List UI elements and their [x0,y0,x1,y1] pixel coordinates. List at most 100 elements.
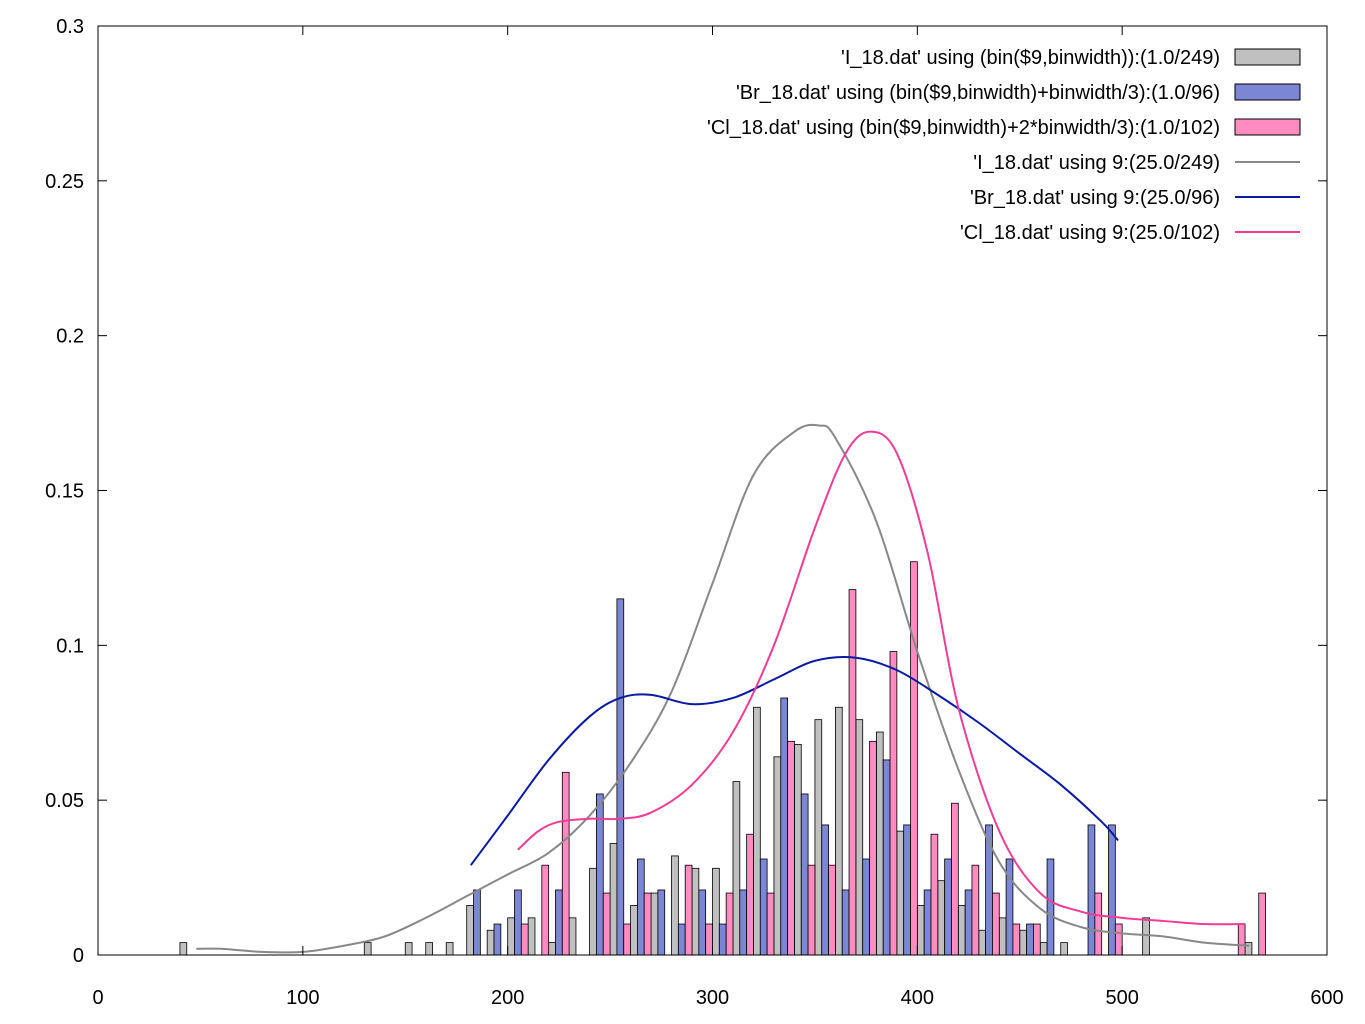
bar-series-3-bin-340 [807,864,816,956]
bar-series-2-bin-410 [944,858,952,956]
legend-swatch-1 [1234,48,1301,66]
bar-series-1-bin-170 [445,942,454,956]
bar-series-2-bin-200 [514,889,522,956]
bar-series-1-bin-180 [466,905,474,956]
bar-series-3-bin-480 [1094,892,1103,956]
bar-series-3-bin-400 [930,833,939,956]
bar-series-2-bin-310 [739,889,748,956]
y-tick-label: 0.15 [45,481,84,503]
bar-series-3-bin-550 [1237,923,1246,956]
legend-label-3: 'Cl_18.dat' using (bin($9,binwidth)+2*bi… [707,117,1220,139]
bar-series-3-bin-560 [1258,892,1266,956]
bar-series-1-bin-460 [1039,942,1048,956]
bar-series-1-bin-190 [486,929,495,956]
bar-series-3-bin-350 [828,864,836,956]
x-tick-label: 500 [1105,987,1138,1009]
x-tick-label: 100 [286,987,319,1009]
bar-series-3-bin-280 [684,864,693,956]
density-line-1 [196,423,1250,954]
bar-series-3-bin-370 [869,740,877,956]
bar-series-3-bin-450 [1033,923,1041,956]
legend-label-4: 'I_18.dat' using 9:(25.0/249) [973,152,1220,174]
bar-series-3-bin-220 [561,771,570,956]
y-tick-label: 0.25 [45,171,84,193]
bar-series-1-bin-280 [671,855,679,956]
bar-series-3-bin-300 [725,892,734,956]
legend-label-1: 'I_18.dat' using (bin($9,binwidth)):(1.0… [841,47,1220,69]
bar-series-1-bin-410 [937,880,946,956]
bar-series-1-bin-160 [425,942,433,956]
bar-series-1-bin-360 [835,706,843,956]
bar-series-1-bin-200 [507,917,515,956]
x-tick-label: 400 [901,987,934,1009]
bar-series-2-bin-390 [903,824,911,956]
bar-series-1-bin-430 [978,929,987,956]
bar-series-3-bin-420 [971,864,980,956]
bar-series-1-bin-250 [609,843,618,956]
bar-series-1-bin-320 [753,706,761,956]
bar-series-1-bin-290 [691,867,700,956]
bar-series-2-bin-270 [657,889,666,956]
bar-series-2-bin-420 [964,889,973,956]
bar-series-3-bin-240 [602,892,611,956]
bar-series-1-bin-510 [1142,917,1150,956]
legend-label-5: 'Br_18.dat' using 9:(25.0/96) [970,187,1220,209]
y-tick-label: 0.1 [56,635,84,657]
bar-series-3-bin-320 [766,892,775,956]
bar-series-2-bin-490 [1108,824,1116,956]
bar-series-3-bin-430 [992,892,1000,956]
bar-series-1-bin-270 [650,892,659,956]
legend-label-2: 'Br_18.dat' using (bin($9,binwidth)+binw… [736,82,1220,104]
bar-series-3-bin-360 [848,589,857,956]
legend-label-6: 'Cl_18.dat' using 9:(25.0/102) [960,222,1220,244]
bar-series-3-bin-330 [787,740,795,956]
bar-series-1-bin-310 [732,781,741,956]
bar-series-2-bin-290 [698,889,707,956]
bar-series-3-bin-200 [520,923,529,956]
histogram-bars [179,561,1266,956]
y-tick-label: 0 [73,945,84,967]
bar-series-2-bin-280 [677,923,686,956]
bar-series-1-bin-450 [1019,929,1027,956]
density-curves [196,423,1250,954]
bar-series-1-bin-230 [568,917,577,956]
bar-series-3-bin-210 [541,864,550,956]
y-tick-label: 0.2 [56,326,84,348]
density-line-3 [517,430,1246,926]
legend-swatch-3 [1234,118,1301,136]
bar-series-2-bin-360 [841,889,850,956]
bar-series-2-bin-400 [923,889,932,956]
y-tick-label: 0.05 [45,790,84,812]
bar-series-3-bin-380 [889,651,898,956]
bar-series-2-bin-260 [636,858,645,956]
bar-series-2-bin-190 [493,923,502,956]
bar-series-1-bin-130 [363,942,372,956]
bar-series-1-bin-380 [875,731,884,956]
bar-series-1-bin-220 [548,942,556,956]
bar-series-2-bin-300 [718,923,727,956]
bar-series-2-bin-450 [1026,923,1034,956]
bar-series-2-bin-180 [473,889,481,956]
bar-series-1-bin-370 [855,719,864,956]
bar-series-1-bin-150 [404,942,413,956]
bar-series-1-bin-400 [916,905,925,956]
bar-series-3-bin-440 [1012,923,1021,956]
bar-series-2-bin-480 [1087,824,1096,956]
bar-series-2-bin-330 [780,697,789,956]
bar-series-2-bin-460 [1046,858,1055,956]
bar-series-2-bin-220 [555,889,563,956]
bar-series-2-bin-380 [882,759,891,956]
bar-series-3-bin-250 [623,923,631,956]
axis-ticks: 0 100 200 300 400 500 600 0 0.05 0.1 0.15 0.2 0.25 0.… [45,16,1344,1009]
bar-series-1-bin-440 [998,917,1007,956]
legend-swatch-2 [1234,83,1301,101]
bar-series-1-bin-40 [179,942,188,956]
density-line-2 [469,656,1119,866]
bar-series-3-bin-260 [643,892,652,956]
bar-series-1-bin-560 [1244,942,1253,956]
bar-series-1-bin-390 [896,830,905,956]
y-tick-label: 0.3 [56,16,84,38]
bar-series-1-bin-350 [814,719,823,956]
bar-series-2-bin-320 [759,858,768,956]
